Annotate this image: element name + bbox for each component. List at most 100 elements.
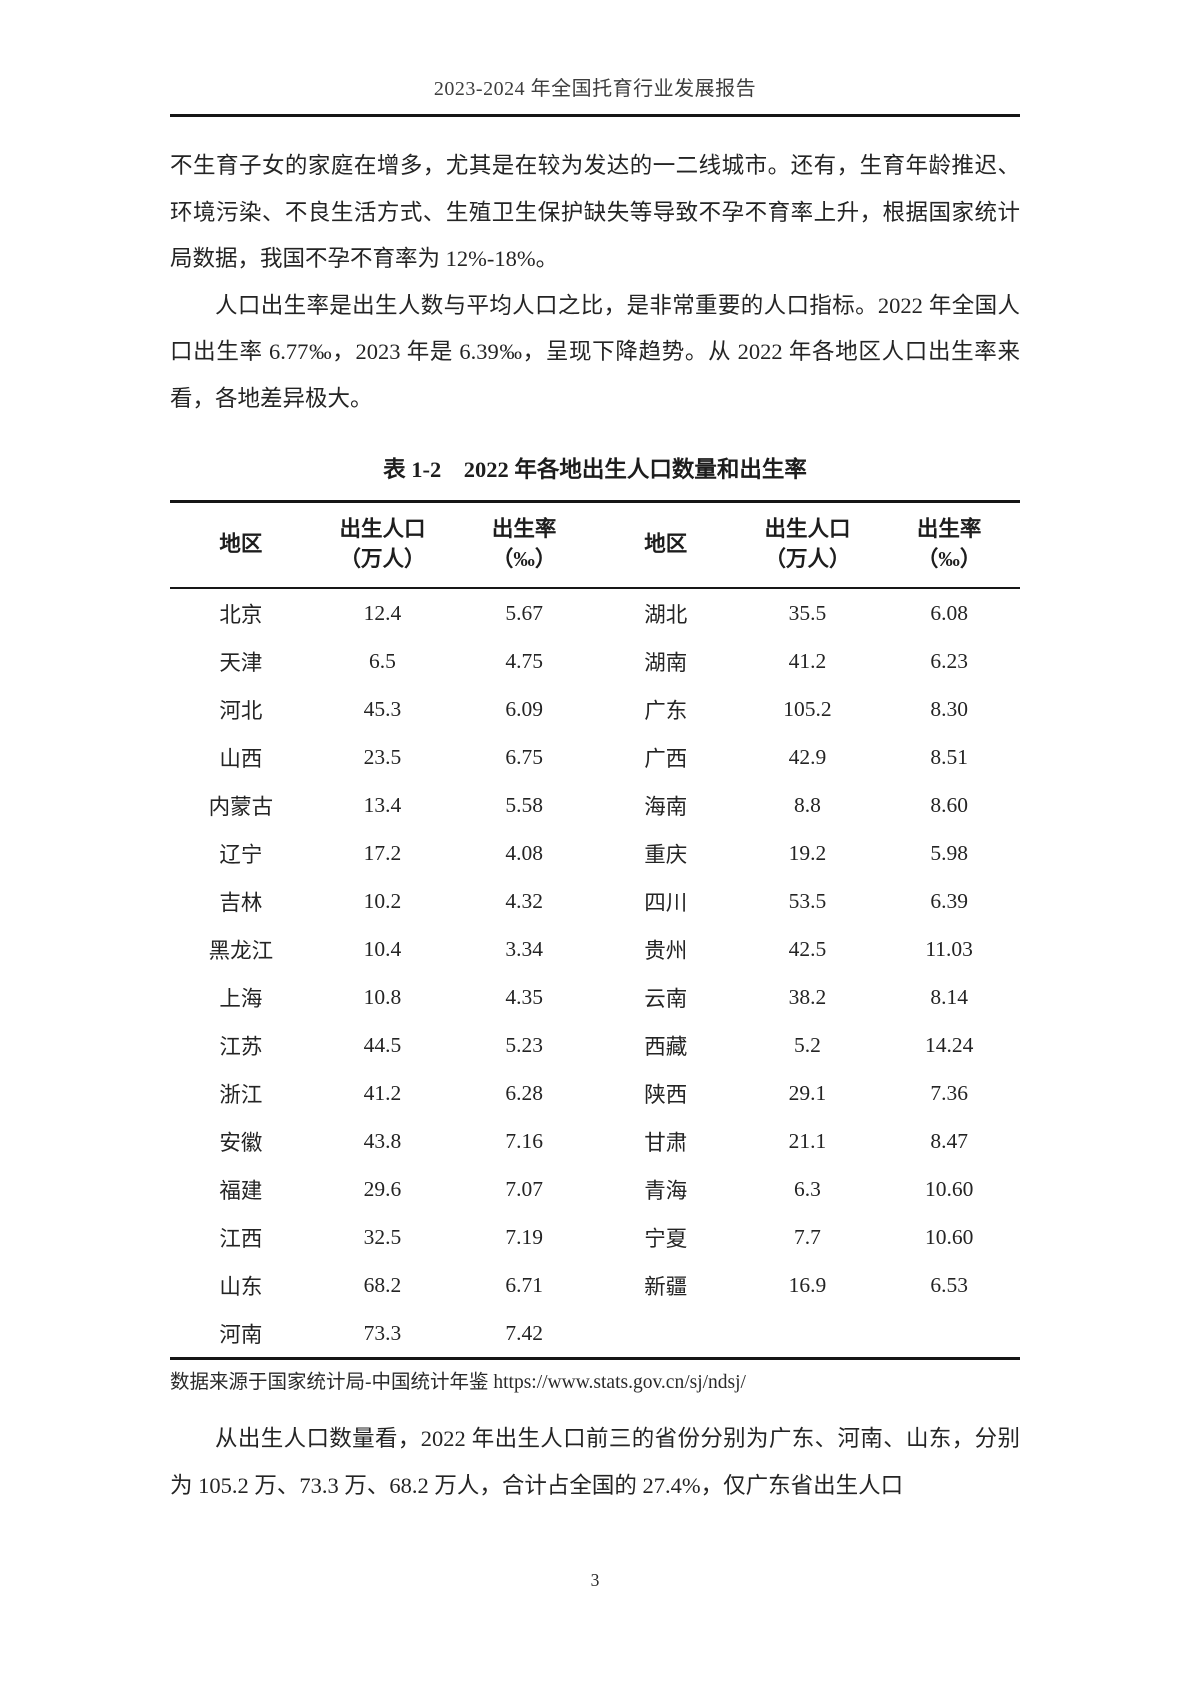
table-row: 北京 12.4 5.67 湖北 35.5 6.08 xyxy=(170,588,1020,637)
table-cell xyxy=(878,1309,1020,1359)
table-cell: 44.5 xyxy=(363,1032,402,1057)
table-cell: 21.1 xyxy=(788,1128,827,1153)
table-cell: 黑龙江 xyxy=(208,938,274,963)
table-cell: 53.5 xyxy=(788,888,827,913)
table-cell: 天津 xyxy=(219,650,263,675)
table-cell: 41.2 xyxy=(788,648,827,673)
table-cell: 41.2 xyxy=(363,1080,402,1105)
table-row: 江西 32.5 7.19 宁夏 7.7 10.60 xyxy=(170,1213,1020,1261)
table-cell: 山东 xyxy=(219,1274,263,1299)
table-cell: 10.60 xyxy=(924,1224,974,1249)
table-cell: 4.08 xyxy=(505,840,543,865)
table-cell: 6.08 xyxy=(930,600,968,625)
table-cell: 5.2 xyxy=(794,1032,821,1057)
paragraph-top-provinces: 从出生人口数量看，2022 年出生人口前三的省份分别为广东、河南、山东，分别为 … xyxy=(170,1426,1020,1498)
table-cell: 7.42 xyxy=(505,1320,543,1345)
table-cell: 广西 xyxy=(644,746,688,771)
table-cell: 35.5 xyxy=(788,600,827,625)
table-cell: 11.03 xyxy=(925,936,973,961)
col-header-births-left: 出生人口 （万人） xyxy=(311,501,454,589)
table-row: 天津 6.5 4.75 湖南 41.2 6.23 xyxy=(170,637,1020,685)
table-cell: 42.5 xyxy=(788,936,827,961)
table-cell: 5.98 xyxy=(930,840,968,865)
table-cell: 四川 xyxy=(644,890,688,915)
table-cell: 17.2 xyxy=(363,840,402,865)
running-header: 2023-2024 年全国托育行业发展报告 xyxy=(170,76,1020,117)
table-cell: 广东 xyxy=(644,698,688,723)
table-row: 上海 10.8 4.35 云南 38.2 8.14 xyxy=(170,973,1020,1021)
source-note: 数据来源于国家统计局-中国统计年鉴 https://www.stats.gov.… xyxy=(170,1372,746,1393)
table-row: 安徽 43.8 7.16 甘肃 21.1 8.47 xyxy=(170,1117,1020,1165)
table-cell: 浙江 xyxy=(219,1082,263,1107)
table-cell: 73.3 xyxy=(363,1320,402,1345)
table-body: 北京 12.4 5.67 湖北 35.5 6.08 天津 6.5 4.75 湖南 41.2 6.23 河… xyxy=(170,588,1020,1359)
table-cell xyxy=(737,1309,879,1359)
table-cell: 6.09 xyxy=(505,696,543,721)
table-row: 河南 73.3 7.42 xyxy=(170,1309,1020,1359)
table-cell: 12.4 xyxy=(363,600,402,625)
table-cell: 14.24 xyxy=(924,1032,974,1057)
table-cell: 10.60 xyxy=(924,1176,974,1201)
table-cell: 8.30 xyxy=(930,696,968,721)
table-cell: 16.9 xyxy=(788,1272,827,1297)
table-cell: 6.28 xyxy=(505,1080,543,1105)
table-cell: 29.6 xyxy=(363,1176,402,1201)
table-cell: 4.75 xyxy=(505,648,543,673)
table-cell: 38.2 xyxy=(788,984,827,1009)
table-cell: 3.34 xyxy=(505,936,543,961)
page-number: 3 xyxy=(590,1570,600,1590)
table-cell: 6.5 xyxy=(369,648,396,673)
table-cell: 105.2 xyxy=(783,696,832,721)
table-row: 江苏 44.5 5.23 西藏 5.2 14.24 xyxy=(170,1021,1020,1069)
table-header-row: 地区 出生人口 （万人） 出生率 （‰） 地区 出生人口 （万人） 出生率 （‰… xyxy=(170,501,1020,589)
table-cell: 吉林 xyxy=(219,890,263,915)
paragraph-infertility: 不生育子女的家庭在增多，尤其是在较为发达的一二线城市。还有，生育年龄推迟、环境污… xyxy=(170,153,1020,271)
table-cell: 8.14 xyxy=(930,984,968,1009)
table-cell: 4.35 xyxy=(505,984,543,1009)
table-cell: 福建 xyxy=(219,1178,263,1203)
table-cell: 北京 xyxy=(219,602,263,627)
table-row: 山西 23.5 6.75 广西 42.9 8.51 xyxy=(170,733,1020,781)
table-cell: 湖南 xyxy=(644,650,688,675)
table-cell: 8.8 xyxy=(794,792,821,817)
birth-data-table: 地区 出生人口 （万人） 出生率 （‰） 地区 出生人口 （万人） 出生率 （‰… xyxy=(170,500,1020,1360)
col-header-region-left: 地区 xyxy=(170,501,312,589)
table-header: 地区 出生人口 （万人） 出生率 （‰） 地区 出生人口 （万人） 出生率 （‰… xyxy=(170,501,1020,589)
table-cell: 7.16 xyxy=(505,1128,543,1153)
table-cell: 6.75 xyxy=(505,744,543,769)
table-cell: 6.3 xyxy=(794,1176,821,1201)
table-cell: 安徽 xyxy=(219,1130,263,1155)
col-header-region-right: 地区 xyxy=(594,501,737,589)
table-title: 表 1-2 2022 年各地出生人口数量和出生率 xyxy=(383,457,807,482)
table-cell: 42.9 xyxy=(788,744,827,769)
table-row: 内蒙古 13.4 5.58 海南 8.8 8.60 xyxy=(170,781,1020,829)
table-cell: 河南 xyxy=(219,1322,263,1347)
table-cell: 6.39 xyxy=(930,888,968,913)
table-cell: 7.19 xyxy=(505,1224,543,1249)
table-cell: 45.3 xyxy=(363,696,402,721)
table-cell: 43.8 xyxy=(363,1128,402,1153)
table-cell: 8.60 xyxy=(930,792,968,817)
table-cell: 新疆 xyxy=(644,1274,688,1299)
table-cell: 10.8 xyxy=(363,984,402,1009)
col-header-births-right: 出生人口 （万人） xyxy=(736,501,879,589)
report-title: 2023-2024 年全国托育行业发展报告 xyxy=(433,78,757,100)
table-cell: 7.36 xyxy=(930,1080,968,1105)
table-cell: 6.23 xyxy=(930,648,968,673)
table-cell: 5.67 xyxy=(505,600,543,625)
table-row: 浙江 41.2 6.28 陕西 29.1 7.36 xyxy=(170,1069,1020,1117)
table-row: 河北 45.3 6.09 广东 105.2 8.30 xyxy=(170,685,1020,733)
table-row: 福建 29.6 7.07 青海 6.3 10.60 xyxy=(170,1165,1020,1213)
table-cell: 5.58 xyxy=(505,792,543,817)
table-cell: 8.51 xyxy=(930,744,968,769)
table-cell: 7.7 xyxy=(794,1224,821,1249)
table-cell: 海南 xyxy=(644,794,688,819)
table-cell: 7.07 xyxy=(505,1176,543,1201)
table-cell: 甘肃 xyxy=(644,1130,688,1155)
table-cell: 宁夏 xyxy=(644,1226,688,1251)
col-header-birthrate-left: 出生率 （‰） xyxy=(453,501,595,589)
table-cell: 6.71 xyxy=(505,1272,543,1297)
table-cell: 5.23 xyxy=(505,1032,543,1057)
table-cell: 8.47 xyxy=(930,1128,968,1153)
